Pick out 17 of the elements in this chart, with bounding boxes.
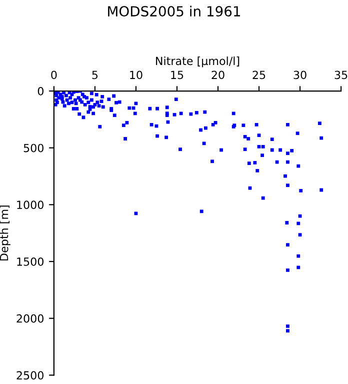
y-tick-label: 1000 xyxy=(17,200,44,210)
x-tick-label: 35 xyxy=(334,70,348,80)
y-tick-label: 0 xyxy=(38,86,44,96)
y-tick-label: 2000 xyxy=(16,314,44,323)
y-tick-label: 2500 xyxy=(16,371,44,380)
chart-title: MODS2005 in 1961 xyxy=(108,6,240,17)
y-tick-label: 1500 xyxy=(17,257,44,266)
x-tick-label: 10 xyxy=(130,70,142,80)
y-axis-title: Depth [m] xyxy=(0,206,10,260)
x-tick-label: 30 xyxy=(294,70,306,80)
x-tick-label: 25 xyxy=(252,70,266,80)
y-tick-label: 500 xyxy=(24,144,44,152)
x-tick-label: 5 xyxy=(92,70,98,80)
x-tick-label: 15 xyxy=(171,70,184,80)
x-axis-title: Nitrate [µmol/l] xyxy=(156,56,240,68)
x-tick-label: 20 xyxy=(212,70,224,80)
x-tick-label: 0 xyxy=(51,70,57,80)
